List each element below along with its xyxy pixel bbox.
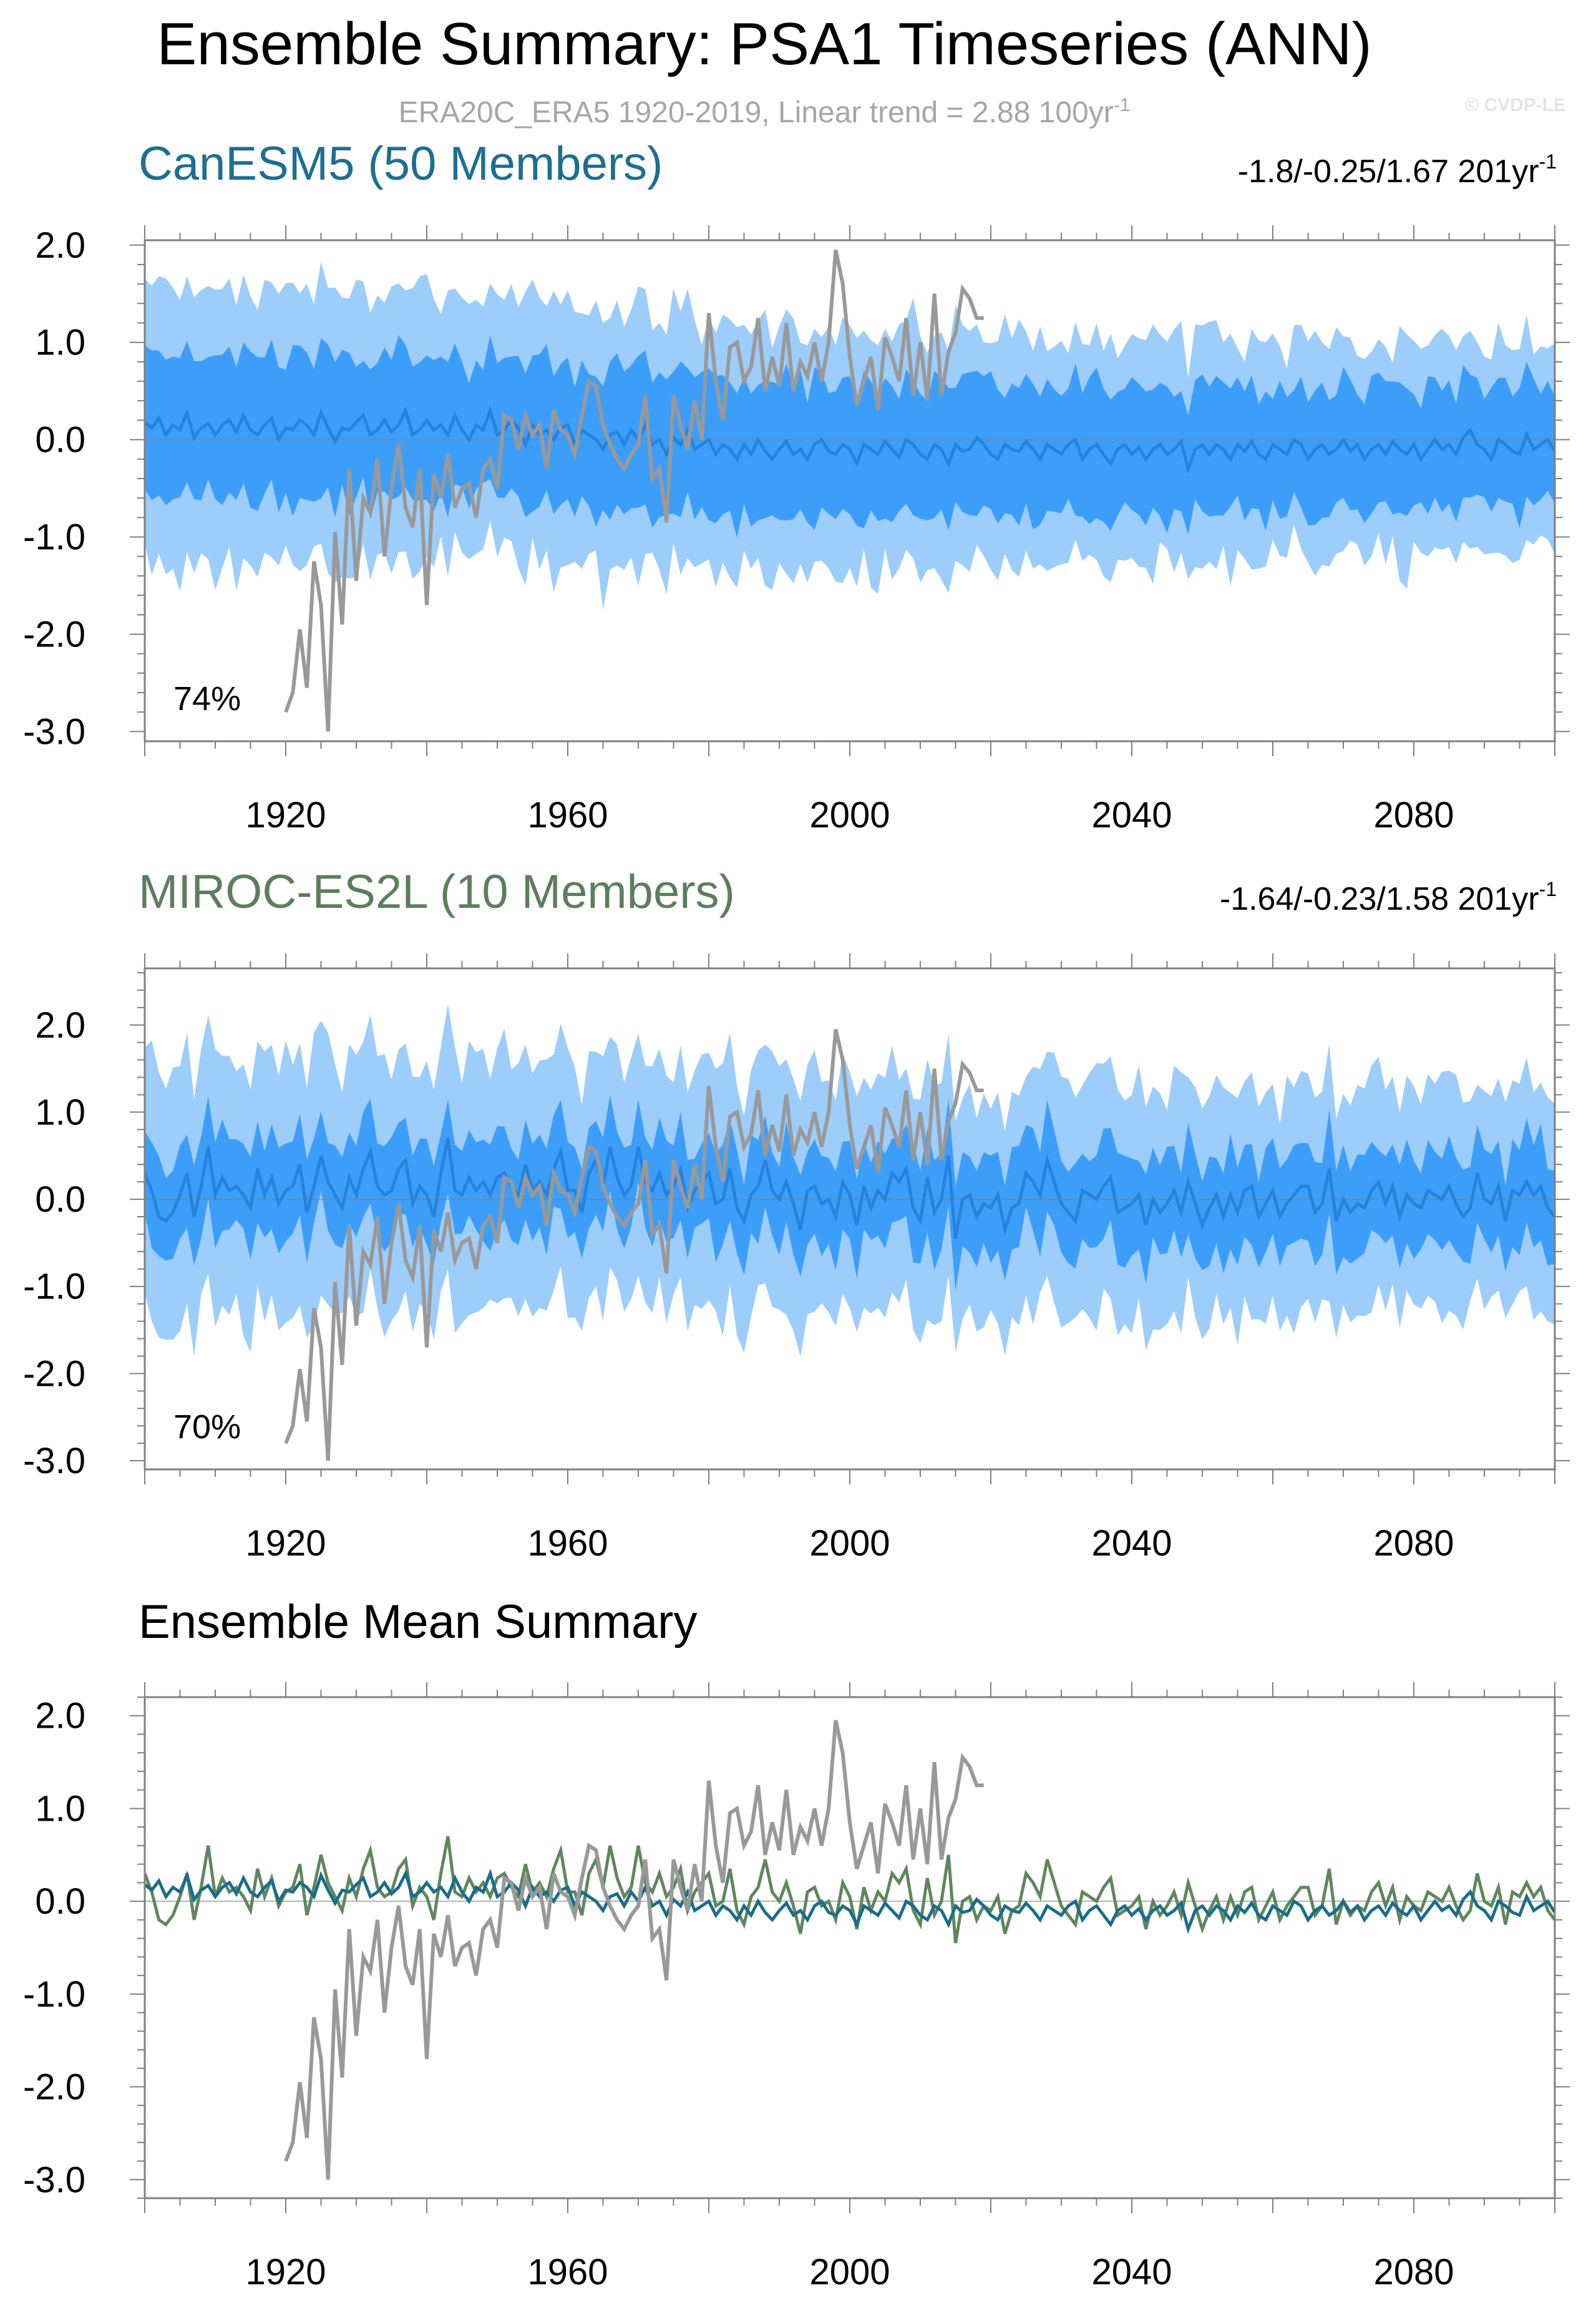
y-tick-label: -3.0 (23, 2160, 85, 2200)
y-tick-label: 0.0 (35, 1881, 85, 1922)
trend-label-miroc-es2l: -1.64/-0.23/1.58 201yr-1 (1220, 878, 1557, 917)
y-tick-label: -3.0 (23, 1441, 85, 1481)
observation-line (284, 1029, 984, 1461)
canesm5-mean-line (145, 1868, 1555, 1934)
figure-title: Ensemble Summary: PSA1 Timeseries (ANN) (157, 11, 1371, 77)
observation-line (284, 1720, 984, 2180)
y-tick-label: -2.0 (23, 1353, 85, 1394)
y-tick-label: 0.0 (35, 420, 85, 460)
percent-label-canesm5: 74% (173, 680, 241, 718)
figure-subtitle: ERA20C_ERA5 1920-2019, Linear trend = 2.… (399, 95, 1131, 129)
y-tick-label: -1.0 (23, 517, 85, 558)
x-tick-label: 2000 (809, 1523, 890, 1564)
subtitle-text: ERA20C_ERA5 1920-2019, Linear trend = 2.… (399, 96, 1114, 129)
x-tick-label: 1920 (245, 2252, 326, 2292)
y-tick-label: 0.0 (35, 1179, 85, 1220)
plot-area-canesm5: 1920 1960 2000 2040 2080 2.0 1.0 0.0 -1.0 -2.0 -3.… (23, 225, 1570, 835)
x-tick-label: 2040 (1091, 795, 1172, 835)
x-tick-label: 2040 (1091, 2252, 1172, 2292)
panel-title-miroc-es2l: MIROC-ES2L (10 Members) (139, 865, 735, 918)
x-tick-label: 2080 (1373, 1523, 1454, 1564)
plot-area-ensemble-mean: 1920 1960 2000 2040 2080 2.0 1.0 0.0 -1.0 -2.0 -3.… (23, 1682, 1570, 2292)
subtitle-superscript: -1 (1114, 95, 1131, 115)
panel-miroc-es2l: MIROC-ES2L (10 Members) -1.64/-0.23/1.58… (23, 865, 1570, 1564)
x-tick-label: 2000 (809, 795, 890, 835)
panel-canesm5: CanESM5 (50 Members) -1.8/-0.25/1.67 201… (23, 137, 1570, 835)
credit-label: © CVDP-LE (1465, 95, 1566, 115)
x-tick-label: 1960 (527, 1523, 608, 1564)
y-tick-label: 1.0 (35, 1092, 85, 1132)
y-tick-label: -3.0 (23, 711, 85, 752)
plot-area-miroc-es2l: 1920 1960 2000 2040 2080 2.0 1.0 0.0 -1.0 -2.0 -3.… (23, 953, 1570, 1564)
ensemble-mean-line (145, 405, 1555, 474)
x-tick-label: 1960 (527, 795, 608, 835)
panel-ensemble-mean-summary: Ensemble Mean Summary 1920 1960 2000 2040 20… (23, 1595, 1570, 2292)
y-tick-label: 1.0 (35, 1788, 85, 1829)
x-tick-label: 2000 (809, 2252, 890, 2292)
panel-title-canesm5: CanESM5 (50 Members) (139, 137, 663, 190)
plot-content (145, 249, 1555, 732)
y-tick-label: -1.0 (23, 1267, 85, 1307)
x-tick-label: 1920 (245, 795, 326, 835)
trend-label-canesm5: -1.8/-0.25/1.67 201yr-1 (1238, 150, 1557, 190)
x-tick-label: 2040 (1091, 1523, 1172, 1564)
observation-line (284, 249, 984, 732)
y-tick-label: -2.0 (23, 614, 85, 655)
y-tick-label: 1.0 (35, 323, 85, 363)
x-tick-label: 1920 (245, 1523, 326, 1564)
plot-frame (144, 1696, 1556, 2199)
panel-title-ensemble-mean: Ensemble Mean Summary (139, 1595, 697, 1648)
miroc-es2l-mean-line (145, 1836, 1555, 1944)
ensemble-mean-line (145, 1137, 1555, 1239)
y-tick-label: -2.0 (23, 2067, 85, 2108)
percent-label-miroc-es2l: 70% (173, 1408, 241, 1446)
plot-content (145, 1720, 1555, 2180)
y-tick-label: 2.0 (35, 1696, 85, 1736)
plot-content (145, 1004, 1555, 1461)
y-tick-label: 2.0 (35, 225, 85, 266)
x-tick-label: 2080 (1373, 795, 1454, 835)
y-tick-label: 2.0 (35, 1005, 85, 1046)
x-tick-label: 1960 (527, 2252, 608, 2292)
y-tick-label: -1.0 (23, 1974, 85, 2015)
x-tick-label: 2080 (1373, 2252, 1454, 2292)
